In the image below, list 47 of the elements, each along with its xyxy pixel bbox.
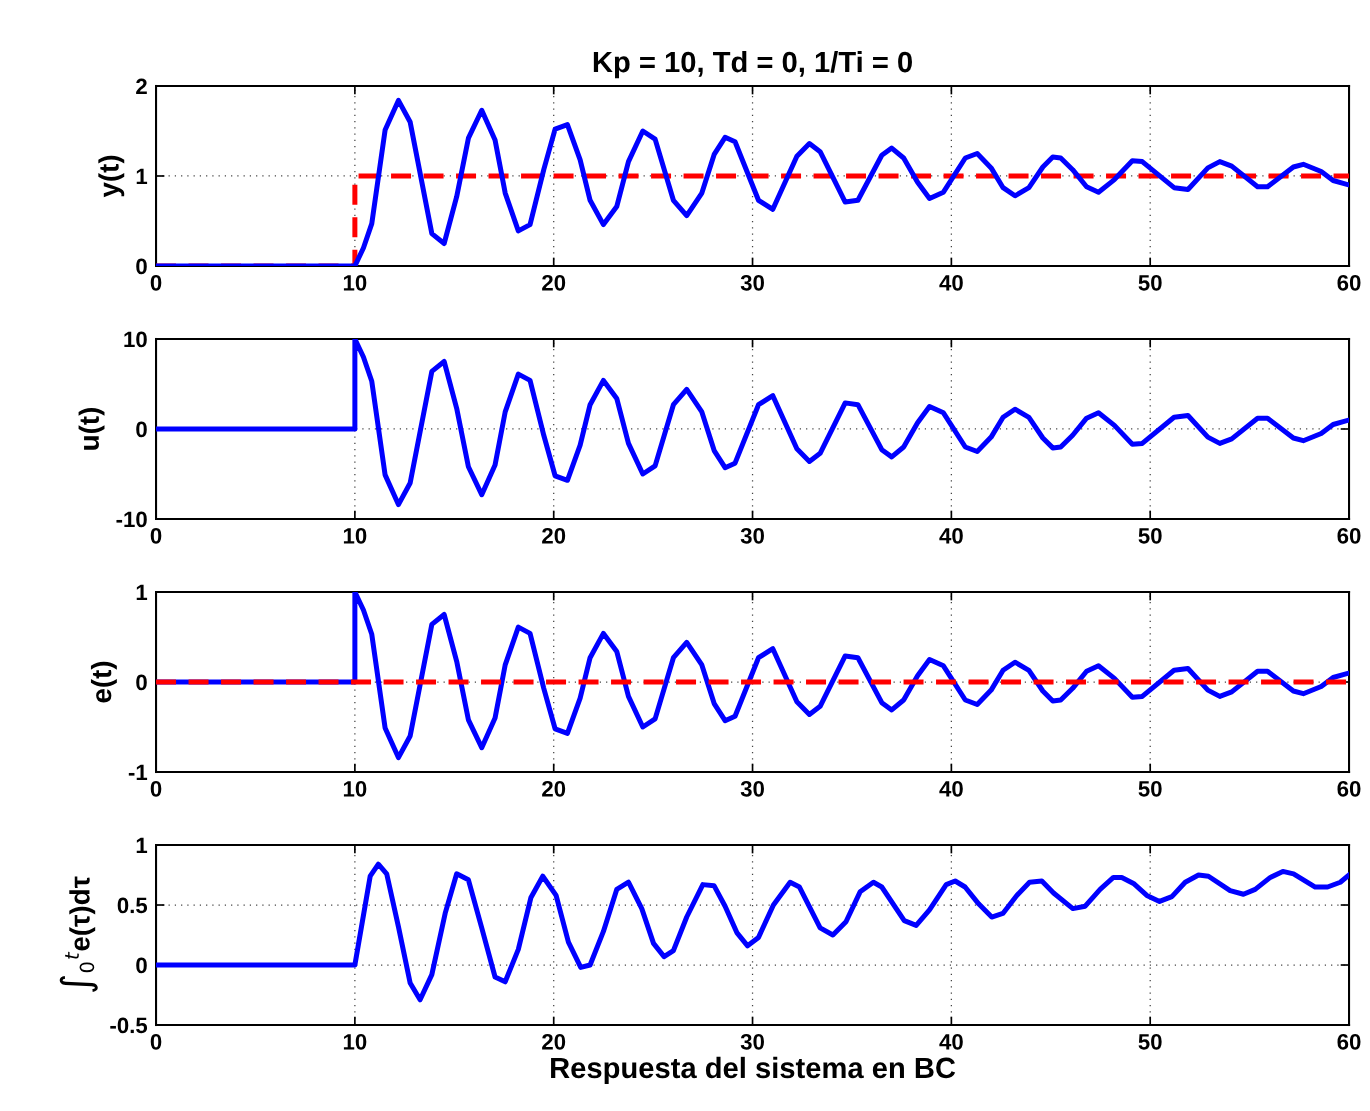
x-axis-title: Respuesta del sistema en BC <box>551 1056 956 1085</box>
x-tick-label: 10 <box>343 274 367 291</box>
x-tick-label: 10 <box>343 527 367 544</box>
y-axis-title: y(t) <box>98 155 125 198</box>
y-tick-label: -1 <box>128 764 148 781</box>
chart-title: Kp = 10, Td = 0, 1/Ti = 0 <box>593 50 912 79</box>
y-axis-title: e(t) <box>90 661 117 703</box>
y-tick-label: -0.5 <box>110 1017 148 1034</box>
x-tick-label: 20 <box>542 780 566 797</box>
y-tick-label: 0.5 <box>117 897 148 914</box>
x-tick-label: 20 <box>542 274 566 291</box>
y-tick-label: 1 <box>136 837 148 854</box>
x-tick-label: 60 <box>1337 1033 1361 1050</box>
y-axis-title: ∫$_{0}$$^{t}$e(τ)dτ <box>59 876 98 992</box>
y-tick-label: -10 <box>116 511 147 528</box>
x-tick-label: 0 <box>150 527 162 544</box>
x-tick-label: 50 <box>1138 1033 1162 1050</box>
x-tick-label: 30 <box>740 274 764 291</box>
x-tick-label: 60 <box>1337 274 1361 291</box>
x-tick-label: 40 <box>939 1033 963 1050</box>
x-tick-label: 30 <box>740 527 764 544</box>
x-tick-label: 0 <box>150 1033 162 1050</box>
y-tick-label: 0 <box>136 421 147 438</box>
x-tick-label: 20 <box>542 527 566 544</box>
x-tick-label: 50 <box>1138 274 1162 291</box>
y-tick-label: 0 <box>136 258 147 275</box>
x-tick-label: 50 <box>1138 780 1162 797</box>
x-tick-label: 0 <box>150 274 162 291</box>
y-tick-label: 10 <box>124 331 147 348</box>
x-tick-label: 0 <box>150 780 162 797</box>
x-tick-label: 10 <box>343 780 367 797</box>
x-tick-label: 40 <box>939 780 963 797</box>
x-tick-label: 40 <box>939 527 963 544</box>
y-tick-label: 1 <box>136 168 148 185</box>
x-tick-label: 60 <box>1337 527 1361 544</box>
x-tick-label: 20 <box>542 1033 566 1050</box>
x-tick-label: 60 <box>1337 780 1361 797</box>
x-tick-label: 40 <box>939 274 963 291</box>
x-tick-label: 50 <box>1138 527 1162 544</box>
y-tick-label: 0 <box>136 674 147 691</box>
x-tick-label: 10 <box>343 1033 367 1050</box>
x-tick-label: 30 <box>740 1033 764 1050</box>
y-tick-label: 0 <box>136 957 147 974</box>
x-tick-label: 30 <box>740 780 764 797</box>
y-tick-label: 1 <box>136 584 148 601</box>
y-tick-label: 2 <box>136 78 147 95</box>
y-axis-title: u(t) <box>78 408 105 450</box>
